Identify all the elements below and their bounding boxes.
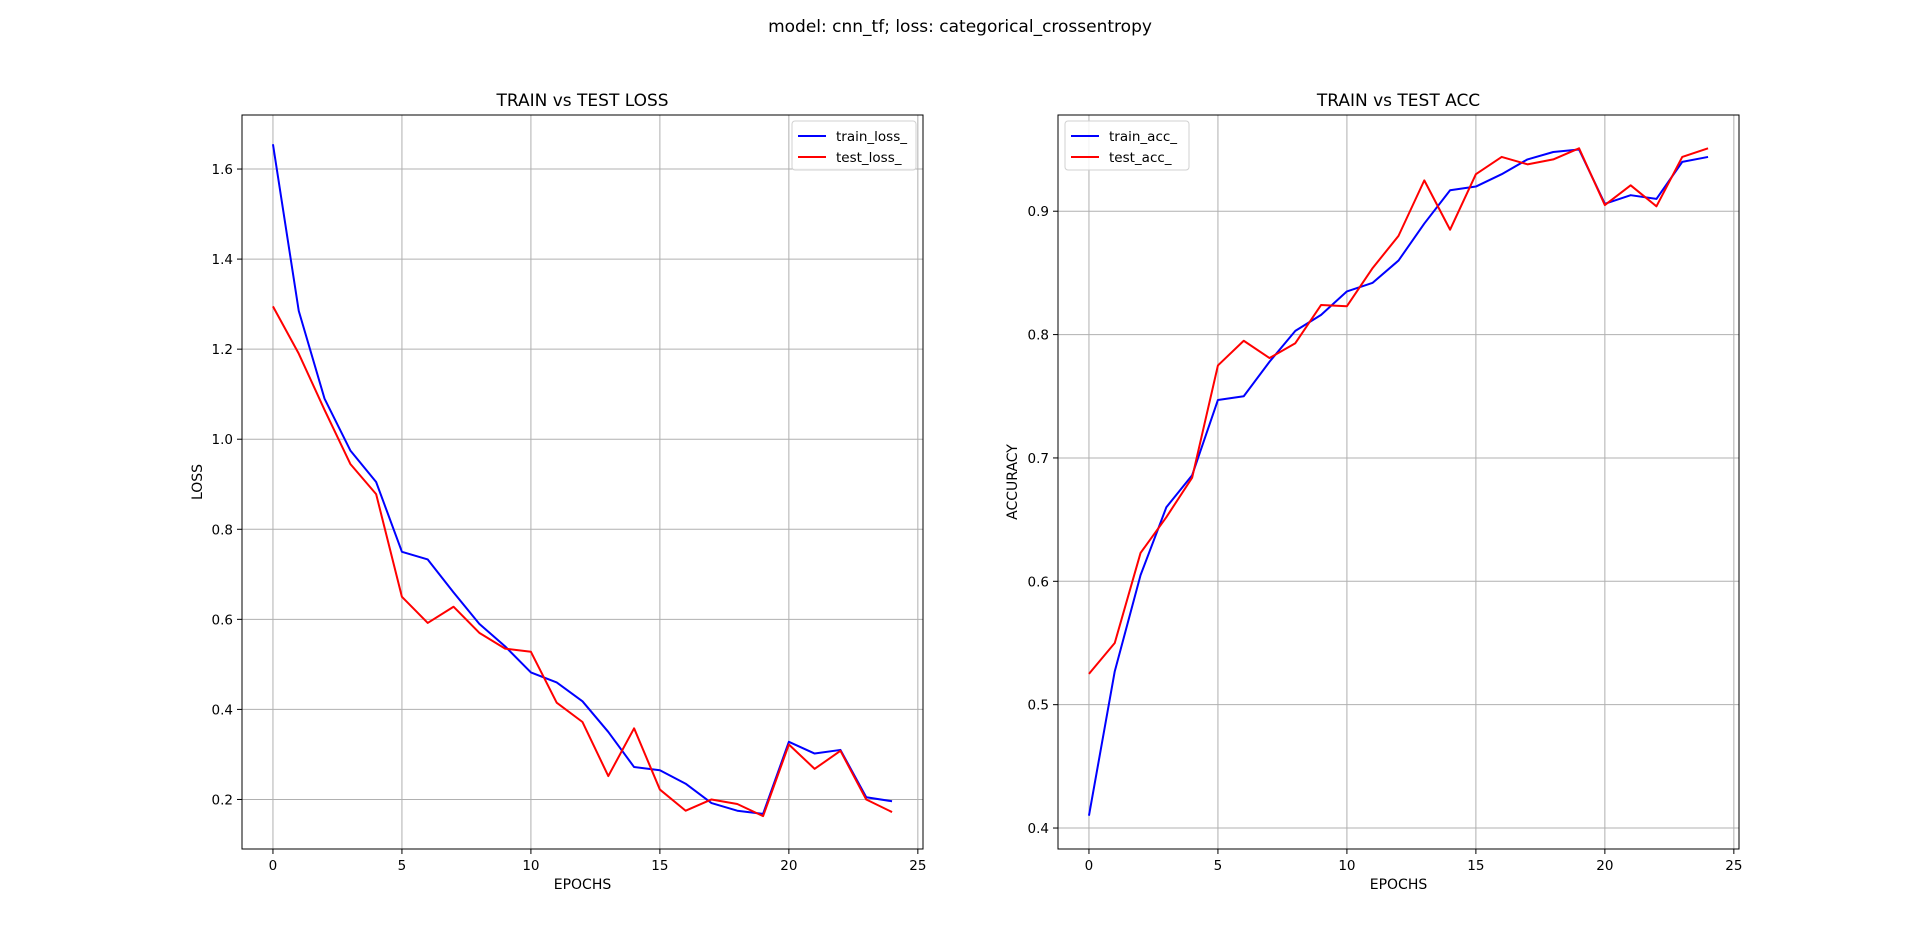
- figure-suptitle: model: cnn_tf; loss: categorical_crossen…: [768, 17, 1152, 37]
- loss-x-tick-label: 5: [398, 858, 407, 874]
- accuracy-y-tick-label: 0.7: [1028, 451, 1049, 467]
- loss-y-tick-label: 1.4: [212, 252, 233, 268]
- accuracy-x-tick-label: 5: [1214, 858, 1223, 874]
- loss-y-axis-label: LOSS: [190, 464, 206, 500]
- accuracy-y-tick-label: 0.6: [1028, 574, 1049, 590]
- accuracy-legend: train_acc_ test_acc_: [1064, 120, 1190, 171]
- loss-legend-label: test_loss_: [836, 150, 902, 166]
- loss-y-tick-label: 0.8: [212, 522, 233, 538]
- accuracy-x-tick-label: 0: [1085, 858, 1094, 874]
- accuracy-series-test-acc-line: [1088, 147, 1709, 675]
- accuracy-x-tick-label: 25: [1725, 858, 1742, 874]
- loss-x-tick-label: 25: [909, 858, 926, 874]
- loss-x-tick-label: 20: [780, 858, 797, 874]
- accuracy-x-tick-label: 10: [1338, 858, 1355, 874]
- loss-x-tick-label: 10: [522, 858, 539, 874]
- loss-series-test-loss-line: [272, 305, 893, 818]
- accuracy-series-train-acc-line: [1087, 148, 1709, 816]
- loss-y-tick-label: 1.6: [212, 162, 233, 178]
- loss-series-train-loss-line: [271, 144, 893, 815]
- loss-y-tick-label: 0.6: [212, 612, 233, 628]
- loss-chart-panel: 0 5 10 15 20 25 0.2 0.4 0.6 0.8 1.0 1.2 1.4 1.6 TRAIN…: [190, 91, 926, 893]
- accuracy-y-tick-label: 0.8: [1028, 328, 1049, 344]
- accuracy-y-tick-label: 0.4: [1028, 821, 1049, 837]
- loss-x-tick-label: 15: [651, 858, 668, 874]
- loss-x-axis-label: EPOCHS: [554, 877, 612, 893]
- loss-legend-label: train_loss_: [836, 129, 907, 145]
- loss-y-tick-label: 0.2: [212, 792, 233, 808]
- loss-y-tick-label: 0.4: [212, 702, 233, 718]
- accuracy-legend-label: test_acc_: [1109, 150, 1172, 166]
- accuracy-chart-panel: 0 5 10 15 20 25 0.4 0.5 0.6 0.7 0.8 0.9 TRAIN vs TE…: [1005, 91, 1742, 893]
- accuracy-y-tick-label: 0.9: [1028, 204, 1049, 220]
- accuracy-x-tick-label: 15: [1467, 858, 1484, 874]
- accuracy-chart-title: TRAIN vs TEST ACC: [1316, 91, 1480, 111]
- loss-x-tick-label: 0: [269, 858, 278, 874]
- accuracy-plot-frame: [1057, 114, 1740, 850]
- loss-chart-title: TRAIN vs TEST LOSS: [495, 91, 668, 111]
- accuracy-x-axis-label: EPOCHS: [1370, 877, 1428, 893]
- accuracy-y-axis-label: ACCURACY: [1005, 444, 1021, 520]
- loss-legend: train_loss_ test_loss_: [791, 120, 917, 171]
- loss-y-tick-label: 1.2: [212, 342, 233, 358]
- accuracy-x-tick-label: 20: [1596, 858, 1613, 874]
- accuracy-legend-label: train_acc_: [1109, 129, 1177, 145]
- accuracy-y-tick-label: 0.5: [1028, 698, 1049, 714]
- loss-plot-frame: [241, 114, 924, 850]
- loss-y-tick-label: 1.0: [212, 432, 233, 448]
